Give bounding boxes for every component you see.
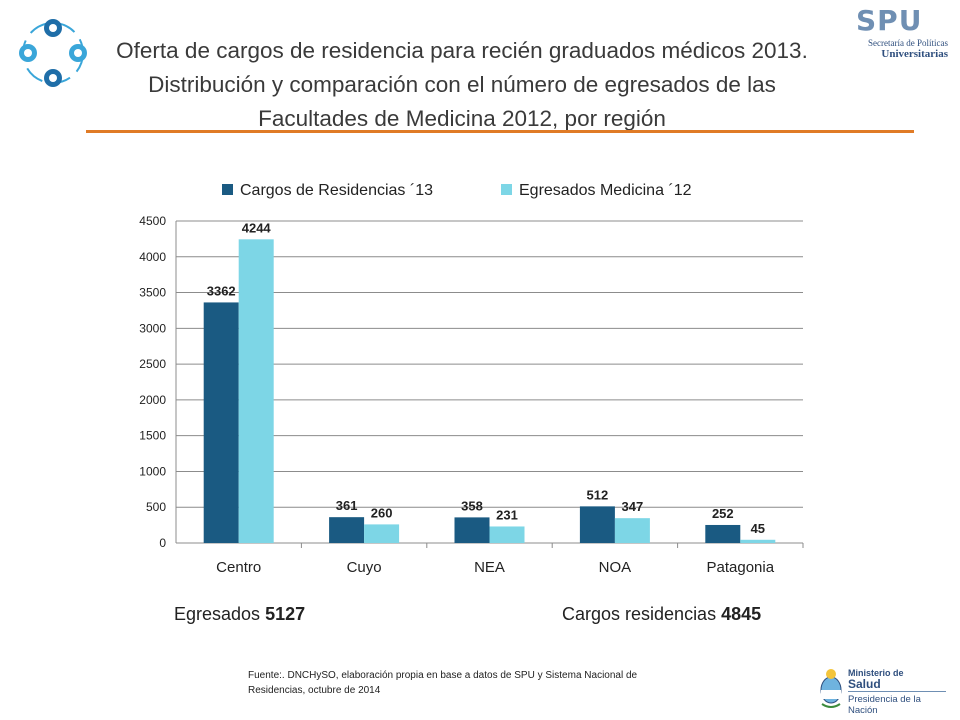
legend-swatch xyxy=(222,184,233,195)
spu-logo-line-1: Secretaría de Políticas xyxy=(868,38,948,48)
ministry-line-3: Presidencia de la Nación xyxy=(848,694,921,716)
spu-logo: SPU Secretaría de Políticas Universitari… xyxy=(852,6,948,62)
total-egresados: Egresados 5127 xyxy=(174,604,305,625)
data-label: 361 xyxy=(336,498,358,513)
bar xyxy=(454,517,490,543)
y-tick-label: 1500 xyxy=(139,429,166,443)
source-line-1: Fuente:. DNCHySO, elaboración propia en … xyxy=(248,670,638,681)
data-label: 45 xyxy=(751,521,765,536)
y-tick-label: 500 xyxy=(146,500,166,514)
y-tick-label: 4000 xyxy=(139,250,166,264)
x-tick-label: Centro xyxy=(216,559,261,576)
data-label: 4244 xyxy=(242,220,272,235)
ministry-line-2: Salud xyxy=(848,677,881,691)
bar xyxy=(489,526,525,543)
bar xyxy=(614,518,650,543)
y-tick-label: 3000 xyxy=(139,321,166,335)
bar xyxy=(740,539,776,543)
source-note: Fuente:. DNCHySO, elaboración propia en … xyxy=(248,668,718,698)
ministry-divider xyxy=(848,691,946,692)
organization-logo xyxy=(19,19,87,87)
bar xyxy=(364,524,400,543)
data-label: 252 xyxy=(712,506,734,521)
y-tick-label: 2500 xyxy=(139,357,166,371)
data-label: 512 xyxy=(587,487,609,502)
x-tick-label: Cuyo xyxy=(347,559,382,576)
bar xyxy=(579,506,615,543)
y-tick-label: 2000 xyxy=(139,393,166,407)
total-cargos-value: 4845 xyxy=(721,604,762,624)
bar xyxy=(705,524,741,543)
data-label: 358 xyxy=(461,498,483,513)
data-label: 3362 xyxy=(207,283,236,298)
y-tick-label: 1000 xyxy=(139,464,166,478)
title-line-1: Oferta de cargos de residencia para reci… xyxy=(116,38,808,63)
legend-label: Cargos de Residencias ´13 xyxy=(240,182,433,199)
data-label: 231 xyxy=(496,507,518,522)
bar xyxy=(238,239,274,543)
ministry-logo: Ministerio de Salud Presidencia de la Na… xyxy=(818,664,950,716)
legend-label: Egresados Medicina ´12 xyxy=(519,182,692,199)
x-tick-label: NEA xyxy=(474,559,505,576)
x-tick-label: NOA xyxy=(599,559,632,576)
spu-logo-line-2: Universitarias xyxy=(881,48,948,60)
ministry-line-1: Ministerio de xyxy=(848,668,904,678)
y-tick-label: 0 xyxy=(159,536,166,550)
title-divider xyxy=(86,130,914,133)
data-label: 260 xyxy=(371,505,393,520)
bar xyxy=(329,517,365,543)
total-cargos: Cargos residencias 4845 xyxy=(562,604,761,625)
total-egresados-value: 5127 xyxy=(265,604,306,624)
y-tick-label: 4500 xyxy=(139,214,166,228)
y-tick-label: 3500 xyxy=(139,286,166,300)
page-title: Oferta de cargos de residencia para reci… xyxy=(88,34,836,136)
national-crest-icon xyxy=(820,669,842,708)
source-line-2: Residencias, octubre de 2014 xyxy=(248,685,381,696)
data-label: 347 xyxy=(622,499,644,514)
total-egresados-label: Egresados xyxy=(174,604,261,624)
bar xyxy=(203,302,239,543)
x-tick-label: Patagonia xyxy=(707,559,775,576)
spu-logo-mark: SPU xyxy=(856,4,923,37)
legend-swatch xyxy=(501,184,512,195)
title-line-3: Facultades de Medicina 2012, por región xyxy=(258,106,666,131)
total-cargos-label: Cargos residencias xyxy=(562,604,717,624)
title-line-2: Distribución y comparación con el número… xyxy=(148,72,776,97)
